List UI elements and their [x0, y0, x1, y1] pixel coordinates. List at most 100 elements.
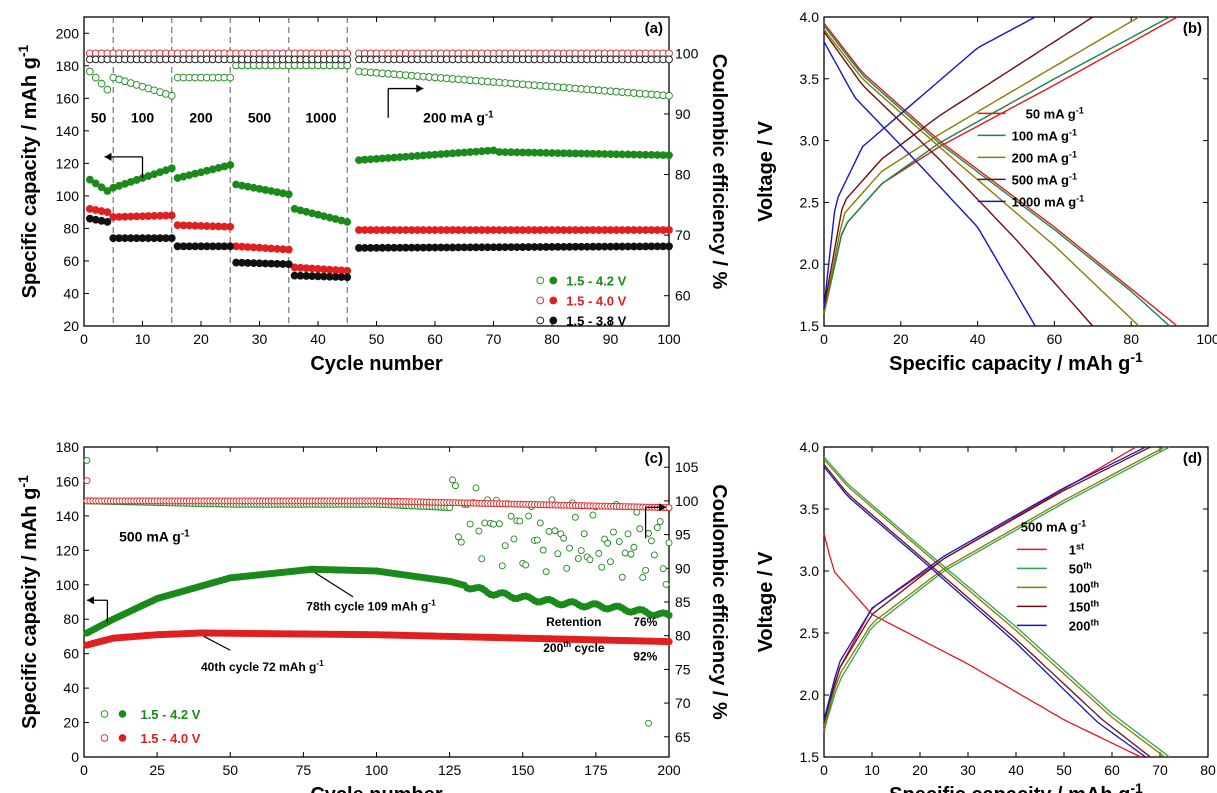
efficiency-point: [539, 546, 547, 554]
y2-tick-label: 75: [675, 661, 691, 677]
capacity-point: [226, 242, 235, 251]
panel-b: 0 20 40 60 80 100 1.5 2.0 2.5 3.0 3.5 4.0 Specific c…: [755, 9, 1217, 375]
efficiency-point: [343, 55, 352, 64]
x-tick-label: 150: [511, 762, 535, 778]
x-tick-label: 80: [1200, 762, 1216, 778]
voltage-curve-discharge: [823, 463, 1151, 758]
efficiency-point: [536, 316, 545, 325]
capacity-point: [343, 218, 352, 226]
y2-tick-label: 95: [675, 527, 691, 543]
capacity-point: [226, 222, 235, 231]
annotation-arrow: [314, 572, 354, 598]
efficiency-point: [648, 537, 655, 545]
x-tick-label: 50: [369, 331, 385, 347]
y-tick-label: 2.5: [800, 194, 820, 210]
efficiency-point: [495, 520, 503, 528]
efficiency-point: [659, 565, 667, 573]
y-tick-label: 160: [56, 473, 80, 489]
capacity-point: [118, 734, 127, 742]
x-tick-label: 90: [603, 331, 619, 347]
capacity-point: [226, 161, 235, 169]
efficiency-point: [100, 734, 109, 742]
efficiency-point: [490, 520, 497, 528]
arrow-head: [416, 84, 424, 93]
efficiency-point: [481, 519, 489, 527]
x-tick-label: 10: [864, 762, 880, 778]
efficiency-point: [665, 91, 673, 100]
y-tick-label: 0: [71, 749, 79, 765]
efficiency-point: [510, 535, 518, 543]
voltage-curve-charge: [823, 16, 1140, 314]
y2-tick-label: 90: [675, 560, 691, 576]
y-tick-label: 180: [56, 58, 80, 74]
capacity-point: [284, 245, 293, 254]
x-tick-label: 0: [820, 331, 828, 347]
y2-axis-title: Coulombic efficiency / %: [708, 484, 730, 720]
efficiency-point: [522, 561, 530, 569]
efficiency-point: [533, 536, 541, 544]
efficiency-point: [618, 573, 626, 581]
x-tick-label: 40: [1008, 762, 1024, 778]
voltage-curve-discharge: [823, 466, 1146, 758]
y-tick-label: 2.5: [800, 625, 820, 641]
efficiency-point: [656, 518, 664, 525]
efficiency-point: [542, 568, 550, 576]
efficiency-point: [642, 566, 650, 574]
efficiency-point: [449, 476, 456, 484]
y-tick-label: 2.0: [800, 256, 820, 272]
y-axis-title: Specific capacity / mAh g-1: [15, 475, 41, 729]
y-tick-label: 3.5: [800, 501, 820, 517]
voltage-curve-charge: [823, 446, 1166, 727]
efficiency-point: [662, 580, 670, 588]
efficiency-point: [598, 563, 606, 571]
panel-a: 0 10 20 30 40 50 60 70 80 90 100 20 40 60 80 100 120 140 1…: [15, 16, 730, 375]
x-tick-label: 175: [584, 762, 608, 778]
y-tick-label: 4.0: [800, 439, 820, 455]
y-tick-label: 100: [56, 188, 80, 204]
voltage-curve-charge: [823, 16, 1094, 308]
efficiency-point: [624, 530, 632, 538]
x-axis-title: Specific capacity / mAh g-1: [889, 780, 1143, 793]
x-tick-label: 125: [438, 762, 462, 778]
panel-label: (a): [645, 20, 663, 37]
efficiency-point: [100, 710, 109, 718]
efficiency-point: [226, 73, 235, 82]
y-tick-label: 4.0: [800, 9, 820, 25]
legend-label: 1.5 - 3.8 V: [566, 313, 626, 328]
y2-tick-label: 80: [675, 167, 691, 183]
efficiency-point: [571, 513, 579, 521]
x-axis-title: Cycle number: [310, 784, 442, 793]
capacity-point: [91, 179, 100, 188]
efficiency-point: [498, 562, 506, 570]
x-tick-label: 60: [1047, 331, 1063, 347]
y-tick-label: 1.5: [800, 318, 820, 334]
efficiency-point: [91, 73, 100, 82]
x-tick-label: 100: [657, 331, 681, 347]
y-tick-label: 100: [56, 577, 80, 593]
capacity-point: [284, 260, 293, 269]
y2-tick-label: 65: [675, 729, 691, 745]
y-tick-label: 20: [63, 318, 79, 334]
x-tick-label: 50: [1056, 762, 1072, 778]
efficiency-point: [563, 564, 571, 572]
efficiency-point: [454, 533, 462, 541]
capacity-point: [665, 151, 673, 160]
capacity-point: [97, 183, 106, 192]
efficiency-point: [85, 67, 94, 76]
capacity-point: [665, 242, 673, 251]
x-tick-label: 100: [365, 762, 389, 778]
capacity-point: [549, 296, 558, 305]
capacity-point: [103, 187, 112, 195]
x-tick-label: 30: [252, 331, 268, 347]
y-axis-title: Voltage / V: [755, 120, 777, 221]
legend-label: 1.5 - 4.0 V: [566, 293, 626, 308]
capacity-point: [167, 164, 176, 173]
arrow-head: [659, 503, 667, 512]
x-tick-label: 50: [222, 762, 238, 778]
capacity-point: [167, 211, 176, 220]
x-tick-label: 40: [310, 331, 326, 347]
efficiency-point: [97, 79, 106, 88]
efficiency-point: [630, 543, 638, 551]
voltage-curve-discharge: [823, 458, 1166, 758]
efficiency-point: [525, 512, 533, 520]
